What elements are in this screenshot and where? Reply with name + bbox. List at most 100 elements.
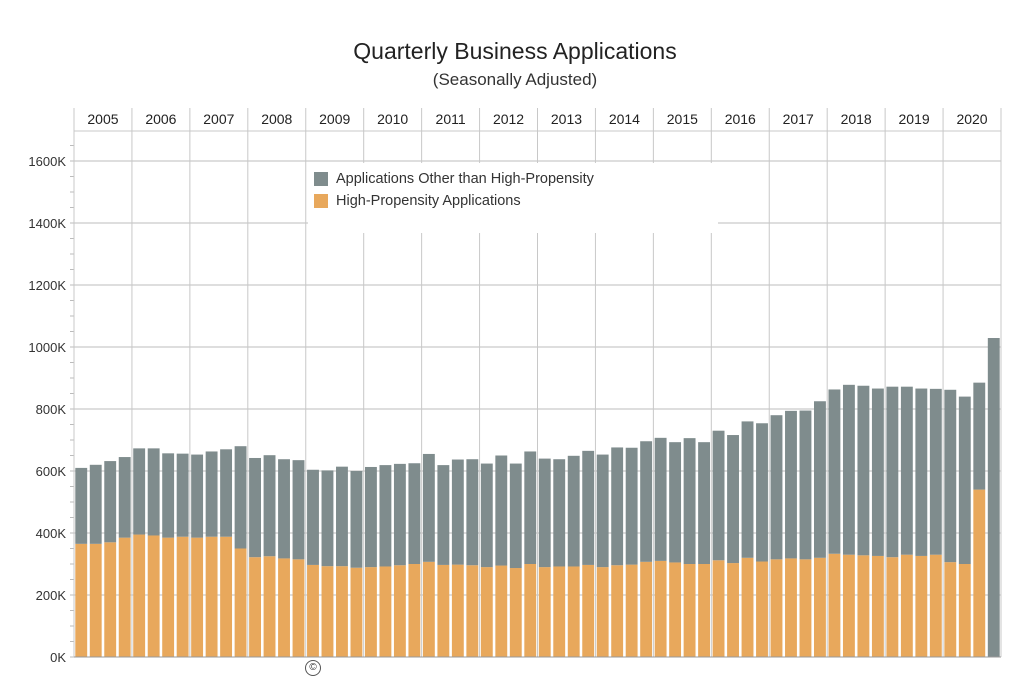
bar-high-propensity [698, 564, 711, 657]
x-year-label: 2011 [436, 111, 466, 127]
bar-other [191, 454, 204, 538]
bar-high-propensity [162, 537, 175, 657]
bar-high-propensity [611, 565, 624, 657]
bar-other [654, 437, 667, 561]
bar-high-propensity [944, 562, 957, 657]
bar-high-propensity [422, 561, 435, 657]
bar-high-propensity [799, 559, 812, 657]
y-tick-label: 800K [36, 402, 67, 417]
legend-item-high-propensity: High-Propensity Applications [314, 191, 521, 211]
legend: Applications Other than High-Propensity … [308, 163, 718, 233]
bar-other [958, 396, 971, 564]
bar-other [828, 389, 841, 554]
bar-other [220, 449, 233, 537]
bar-other [857, 385, 870, 556]
bar-other [509, 463, 522, 569]
bar-high-propensity [640, 561, 653, 657]
bar-high-propensity [973, 489, 986, 657]
bar-other [437, 465, 450, 565]
bar-high-propensity [191, 537, 204, 657]
bar-other [683, 438, 696, 564]
bar-high-propensity [538, 567, 551, 657]
bar-other [263, 455, 276, 557]
bar-high-propensity [857, 555, 870, 657]
chart-subtitle: (Seasonally Adjusted) [432, 70, 598, 89]
bar-high-propensity [437, 564, 450, 657]
y-tick-label: 1000K [28, 340, 66, 355]
bar-other [871, 388, 884, 556]
bar-high-propensity [307, 564, 319, 657]
bar-other [147, 448, 160, 536]
bar-high-propensity [451, 564, 464, 657]
bar-other [422, 453, 435, 562]
bar-other [133, 448, 146, 535]
legend-swatch-high-propensity [314, 194, 328, 208]
bar-high-propensity [567, 566, 580, 657]
bar-high-propensity [770, 559, 783, 657]
x-year-label: 2016 [725, 111, 756, 127]
bar-high-propensity [104, 542, 117, 657]
bar-high-propensity [336, 566, 348, 657]
bar-other [770, 415, 783, 560]
bar-other [393, 463, 406, 566]
x-year-label: 2007 [203, 111, 234, 127]
bar-high-propensity [350, 567, 363, 657]
bar-other [785, 410, 797, 559]
legend-swatch-other [314, 172, 328, 186]
bar-high-propensity [625, 564, 638, 657]
bar-other [205, 451, 218, 537]
bar-other [900, 386, 913, 555]
bar-high-propensity [915, 555, 928, 657]
x-year-label: 2015 [667, 111, 698, 127]
bar-other [538, 458, 551, 568]
x-year-label: 2020 [956, 111, 987, 127]
bar-other [567, 455, 580, 567]
bar-high-propensity [654, 560, 667, 657]
bar-other [611, 447, 624, 566]
y-tick-label: 1600K [28, 154, 66, 169]
bar-high-propensity [871, 555, 884, 657]
bar-other [698, 442, 711, 564]
x-year-label: 2019 [899, 111, 930, 127]
bar-other [118, 457, 131, 538]
bar-high-propensity [480, 567, 493, 657]
bar-high-propensity [842, 554, 855, 657]
bar-high-propensity [220, 536, 233, 657]
bar-other [364, 466, 377, 568]
bar-high-propensity [524, 564, 537, 657]
x-year-label: 2009 [319, 111, 350, 127]
bar-high-propensity [75, 543, 88, 657]
bar-high-propensity [234, 548, 247, 657]
bar-other [278, 459, 290, 559]
bar-other [842, 384, 855, 555]
y-tick-label: 200K [36, 588, 67, 603]
x-year-label: 2006 [145, 111, 176, 127]
bar-other [756, 423, 768, 562]
y-tick-label: 1200K [28, 278, 66, 293]
bar-other [886, 386, 899, 558]
legend-item-other: Applications Other than High-Propensity [314, 169, 594, 189]
bar-other [162, 453, 175, 538]
bar-other [799, 410, 812, 560]
bar-high-propensity [364, 567, 377, 657]
chart-title: Quarterly Business Applications [353, 38, 677, 64]
bar-high-propensity [741, 557, 754, 657]
bar-other [814, 401, 826, 558]
bar-other [408, 463, 421, 564]
bar-high-propensity [495, 565, 508, 657]
bar-high-propensity [814, 557, 826, 657]
bar-other [973, 382, 986, 490]
bar-high-propensity [900, 554, 913, 657]
x-year-label: 2018 [841, 111, 872, 127]
bar-high-propensity [205, 536, 218, 657]
bar-high-propensity [553, 566, 566, 657]
bar-high-propensity [712, 560, 725, 657]
bar-other [596, 454, 609, 568]
bar-other [89, 464, 102, 544]
bar-high-propensity [828, 553, 841, 657]
bar-other [307, 469, 319, 565]
y-tick-label: 0K [50, 650, 66, 665]
x-year-label: 2008 [261, 111, 292, 127]
y-tick-label: 1400K [28, 216, 66, 231]
